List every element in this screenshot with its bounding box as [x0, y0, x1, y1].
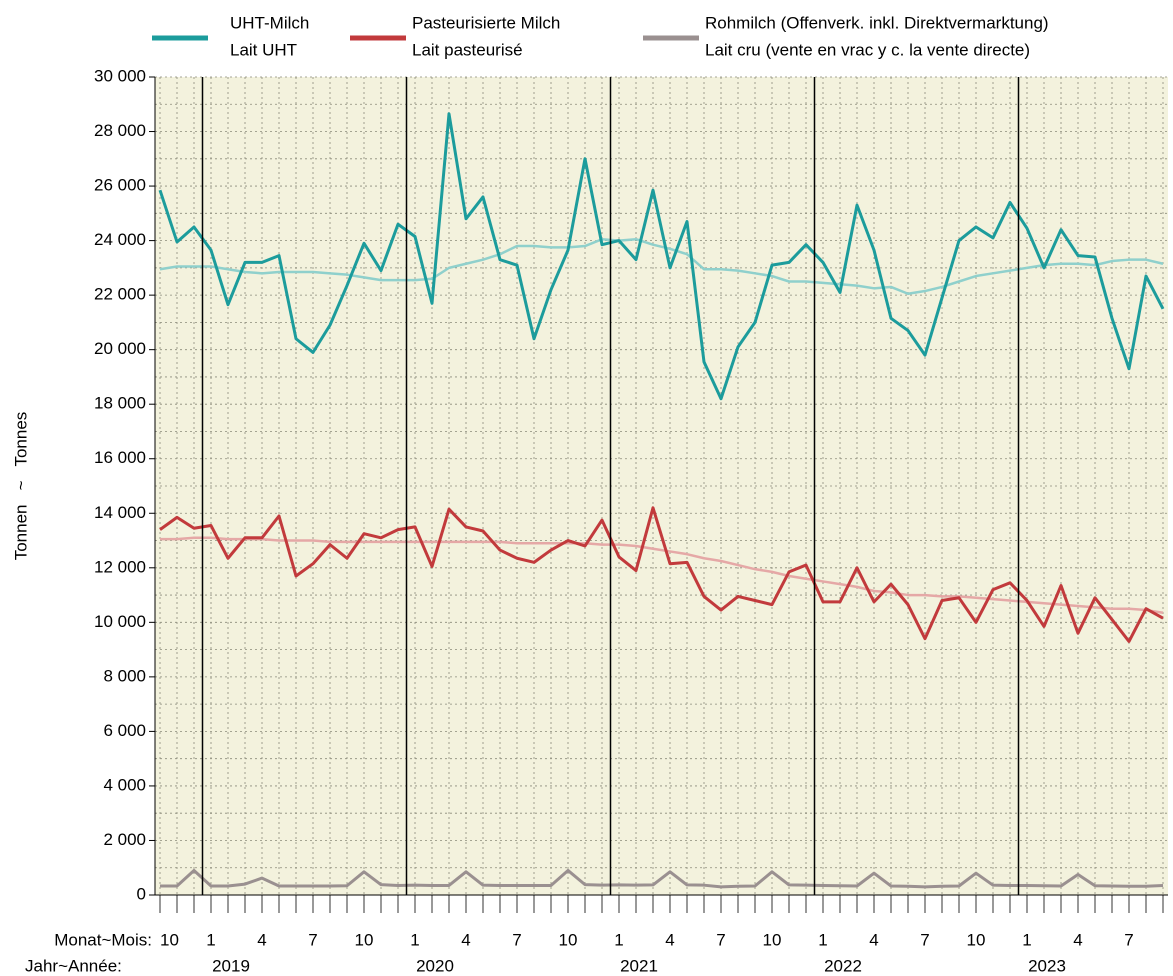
legend-label: Lait cru (vente en vrac y c. la vente di… — [705, 40, 1030, 59]
x-label-year: Jahr~Année: — [25, 956, 122, 975]
y-tick-label: 10 000 — [94, 612, 146, 631]
x-tick-label: 7 — [1124, 930, 1133, 949]
x-tick-label: 4 — [461, 930, 470, 949]
year-label: 2020 — [416, 956, 454, 975]
y-tick-label: 30 000 — [94, 66, 146, 85]
grid — [155, 76, 1168, 896]
y-label: Tonnen ~ Tonnes — [11, 412, 30, 561]
y-tick-label: 26 000 — [94, 176, 146, 195]
x-tick-label: 4 — [665, 930, 674, 949]
trend-line — [160, 536, 1164, 615]
y-tick-label: 6 000 — [103, 721, 146, 740]
y-tick-label: 16 000 — [94, 448, 146, 467]
x-tick-label: 7 — [920, 930, 929, 949]
legend-label: Lait pasteurisé — [412, 40, 523, 59]
x-tick-label: 4 — [1073, 930, 1082, 949]
x-tick-label: 1 — [818, 930, 827, 949]
x-tick-label: 10 — [559, 930, 578, 949]
x-tick-label: 10 — [355, 930, 374, 949]
x-tick-label: 4 — [869, 930, 878, 949]
x-tick-label: 1 — [410, 930, 419, 949]
y-tick-label: 8 000 — [103, 666, 146, 685]
year-label: 2019 — [212, 956, 250, 975]
series-line — [158, 112, 1165, 401]
legend-label: Rohmilch (Offenverk. inkl. Direktvermark… — [705, 13, 1049, 32]
y-tick-label: 4 000 — [103, 775, 146, 794]
legend-label: Pasteurisierte Milch — [412, 13, 560, 32]
x-tick-label: 10 — [160, 930, 179, 949]
x-tick-label: 4 — [257, 930, 266, 949]
x-tick-label: 10 — [967, 930, 986, 949]
x-tick-label: 1 — [614, 930, 623, 949]
x-tick-label: 10 — [763, 930, 782, 949]
series-line — [159, 506, 1164, 643]
y-tick-label: 0 — [137, 884, 146, 903]
y-tick-label: 24 000 — [94, 230, 146, 249]
trend-line — [159, 237, 1164, 296]
year-label: 2023 — [1028, 956, 1066, 975]
legend-label: UHT-Milch — [230, 13, 309, 32]
series-line — [160, 868, 1164, 889]
year-label: 2021 — [620, 956, 658, 975]
y-tick-label: 18 000 — [94, 394, 146, 413]
y-tick-label: 22 000 — [94, 285, 146, 304]
y-tick-label: 14 000 — [94, 503, 146, 522]
year-label: 2022 — [824, 956, 862, 975]
lines — [158, 112, 1165, 889]
x-tick-label: 1 — [1022, 930, 1031, 949]
x-tick-label: 7 — [716, 930, 725, 949]
x-label-month: Monat~Mois: — [54, 930, 152, 949]
y-tick-label: 12 000 — [94, 557, 146, 576]
y-tick-label: 28 000 — [94, 121, 146, 140]
legend-label: Lait UHT — [230, 40, 297, 59]
x-tick-label: 1 — [206, 930, 215, 949]
x-tick-label: 7 — [308, 930, 317, 949]
y-tick-label: 2 000 — [103, 830, 146, 849]
x-tick-label: 7 — [512, 930, 521, 949]
y-tick-label: 20 000 — [94, 339, 146, 358]
